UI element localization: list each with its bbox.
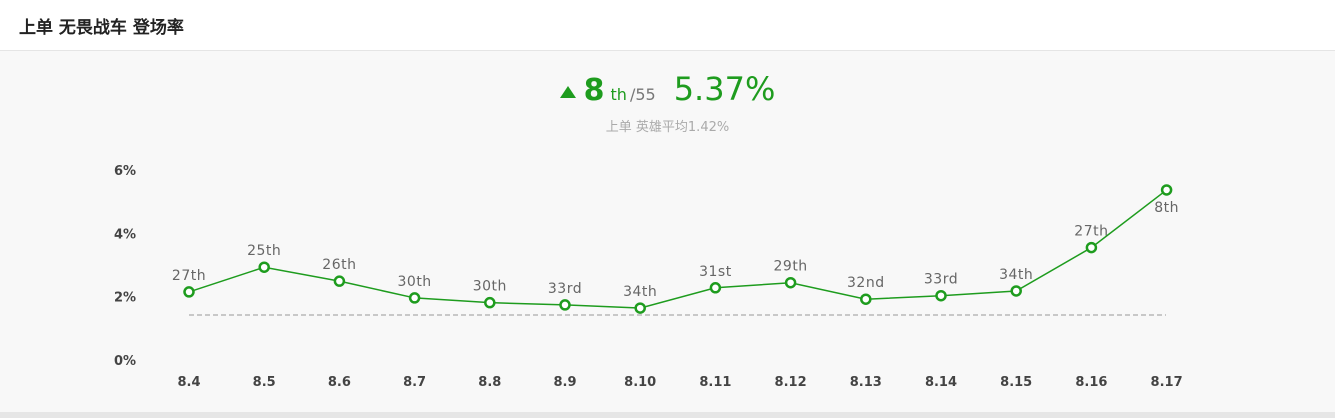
data-point[interactable] [709, 282, 722, 294]
x-tick-label: 8.7 [403, 375, 426, 390]
data-point[interactable] [484, 296, 496, 309]
data-label: 33rd [924, 272, 958, 288]
data-label: 25th [247, 243, 281, 259]
x-tick-label: 8.12 [775, 375, 807, 390]
x-tick-label: 8.11 [699, 375, 731, 390]
x-tick-label: 8.9 [553, 375, 576, 390]
rank-summary: 8 th/55 5.37% [0, 70, 1335, 108]
rank-total: /55 [629, 85, 656, 104]
data-label: 30th [473, 279, 507, 295]
data-point[interactable] [1010, 285, 1022, 297]
data-point[interactable] [1160, 184, 1173, 196]
data-point[interactable] [258, 261, 270, 273]
x-tick-label: 8.6 [328, 375, 351, 390]
data-point[interactable] [183, 286, 195, 298]
average-rate-text: 上单 英雄平均1.42% [605, 120, 730, 135]
bottom-divider [0, 412, 1335, 418]
data-point[interactable] [860, 293, 872, 305]
x-tick-label: 8.10 [624, 375, 656, 390]
data-point[interactable] [559, 299, 571, 311]
data-label: 33rd [548, 281, 582, 297]
data-point[interactable] [935, 289, 947, 302]
pick-rate-value: 5.37% [673, 70, 776, 108]
y-tick-label: 0% [114, 354, 136, 369]
y-tick-label: 2% [114, 291, 136, 306]
data-label: 34th [623, 284, 657, 300]
x-tick-label: 8.17 [1151, 375, 1183, 390]
x-tick-label: 8.13 [850, 375, 882, 390]
rank-number: 8 [583, 73, 605, 108]
data-point[interactable] [408, 292, 421, 304]
page-title: 上单 无畏战车 登场率 [19, 18, 184, 38]
data-point[interactable] [784, 276, 797, 289]
data-label: 29th [774, 259, 808, 275]
y-tick-label: 4% [114, 227, 136, 242]
x-tick-label: 8.4 [177, 375, 200, 390]
data-label: 26th [322, 257, 356, 273]
data-label: 32nd [847, 275, 885, 291]
series-line [188, 189, 1168, 309]
rank-up-arrow-icon [559, 86, 576, 98]
page-header: 上单 无畏战车 登场率 [0, 0, 1335, 51]
x-tick-label: 8.8 [478, 375, 501, 390]
data-point[interactable] [634, 302, 646, 314]
rank-suffix: th [610, 85, 627, 104]
data-label: 31st [699, 264, 732, 280]
data-label: 8th [1154, 200, 1179, 216]
x-tick-label: 8.16 [1075, 375, 1107, 390]
data-point[interactable] [1085, 241, 1098, 254]
data-label: 27th [1074, 224, 1108, 240]
x-tick-label: 8.5 [253, 375, 276, 390]
data-point[interactable] [333, 275, 346, 287]
y-tick-label: 6% [114, 164, 136, 179]
data-label: 34th [999, 267, 1033, 283]
data-label: 27th [172, 268, 206, 284]
x-tick-label: 8.14 [925, 375, 957, 390]
data-label: 30th [398, 274, 432, 290]
x-tick-label: 8.15 [1000, 375, 1032, 390]
